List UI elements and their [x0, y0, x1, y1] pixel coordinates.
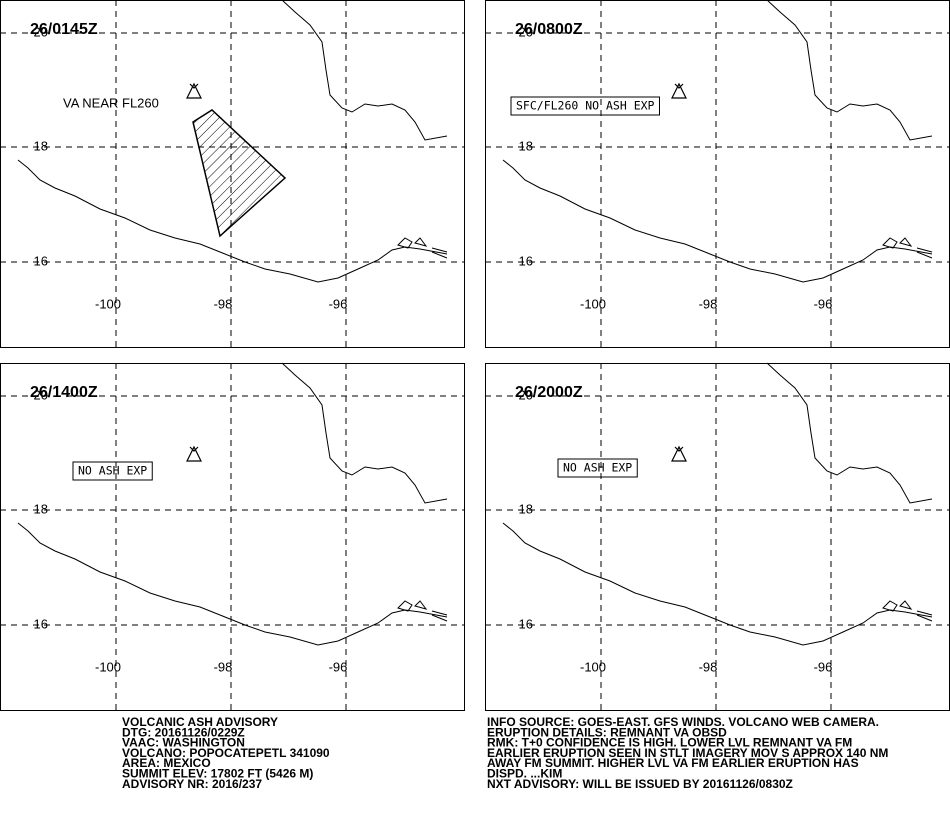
lat-label: 18: [519, 138, 533, 153]
map-panel: 20 18 16 -100 -98 -96 26/2000Z NO ASH EXP: [484, 362, 950, 712]
footer-line: ADVISORY NR: 2016/237: [122, 777, 262, 791]
lon-label: -96: [814, 659, 833, 674]
footer-line: VOLCANIC ASH ADVISORY: [122, 715, 278, 729]
ash-label: NO ASH EXP: [78, 464, 147, 478]
lon-label: -98: [699, 659, 718, 674]
lon-label: -96: [329, 296, 348, 311]
footer-line: SUMMIT ELEV: 17802 FT (5426 M): [122, 767, 313, 781]
footer-line: INFO SOURCE: GOES-EAST. GFS WINDS. VOLCA…: [487, 715, 879, 729]
footer-line: DISPD. ...KIM: [487, 767, 562, 781]
label-box: [557, 458, 638, 478]
lat-label: 18: [34, 138, 48, 153]
lat-label: 16: [519, 253, 533, 268]
map-panel: 20 18 16 -100 -98 -96 26/0145Z VA NEAR FL260: [0, 0, 466, 349]
lat-label: 20: [519, 387, 533, 402]
footer-line: DTG: 20161126/0229Z: [122, 725, 245, 739]
lat-label: 20: [34, 24, 48, 39]
lat-label: 20: [519, 24, 533, 39]
lon-label: -98: [214, 296, 233, 311]
lat-label: 20: [34, 387, 48, 402]
lon-label: -96: [329, 659, 348, 674]
lat-label: 16: [34, 616, 48, 631]
footer-line: AREA: MEXICO: [122, 756, 211, 770]
footer-line: NXT ADVISORY: WILL BE ISSUED BY 20161126…: [487, 777, 793, 791]
valid-time: 26/0800Z: [515, 21, 583, 38]
panel-frame: [485, 363, 950, 711]
lon-label: -98: [699, 296, 718, 311]
lat-label: 18: [34, 501, 48, 516]
footer-line: EARLIER ERUPTION SEEN IN STLT IMAGERY MO…: [487, 746, 888, 760]
ash-label: NO ASH EXP: [563, 461, 632, 475]
label-box: [510, 96, 660, 116]
footer-line: ERUPTION DETAILS: REMNANT VA OBSD: [487, 725, 727, 739]
lon-label: -98: [214, 659, 233, 674]
ash-label: VA NEAR FL260: [63, 95, 159, 110]
map-panel: 20 18 16 -100 -98 -96 26/0800Z SFC/FL260 NO ASH…: [484, 0, 950, 349]
lon-label: -100: [95, 659, 121, 674]
lon-label: -96: [814, 296, 833, 311]
valid-time: 26/2000Z: [515, 384, 583, 401]
footer-line: VOLCANO: POPOCATEPETL 341090: [122, 746, 330, 760]
panel-frame: [0, 363, 465, 711]
footer-line: AWAY FM SUMMIT. HIGHER LVL VA FM EARLIER…: [487, 756, 859, 770]
lon-label: -100: [95, 296, 121, 311]
lat-label: 18: [519, 501, 533, 516]
footer-line: VAAC: WASHINGTON: [122, 736, 245, 750]
lon-label: -100: [580, 659, 606, 674]
lon-label: -100: [580, 296, 606, 311]
lat-label: 16: [34, 253, 48, 268]
ash-label: SFC/FL260 NO ASH EXP: [516, 99, 655, 113]
footer-line: RMK: T+0 CONFIDENCE IS HIGH. LOWER LVL R…: [487, 736, 852, 750]
label-box: [72, 461, 153, 481]
lat-label: 16: [519, 616, 533, 631]
map-panel: 20 18 16 -100 -98 -96 26/1400Z NO ASH EXP: [0, 362, 466, 712]
valid-time: 26/0145Z: [30, 21, 98, 38]
valid-time: 26/1400Z: [30, 384, 98, 401]
panel-frame: [485, 0, 950, 348]
ash-area: [192, 109, 287, 238]
